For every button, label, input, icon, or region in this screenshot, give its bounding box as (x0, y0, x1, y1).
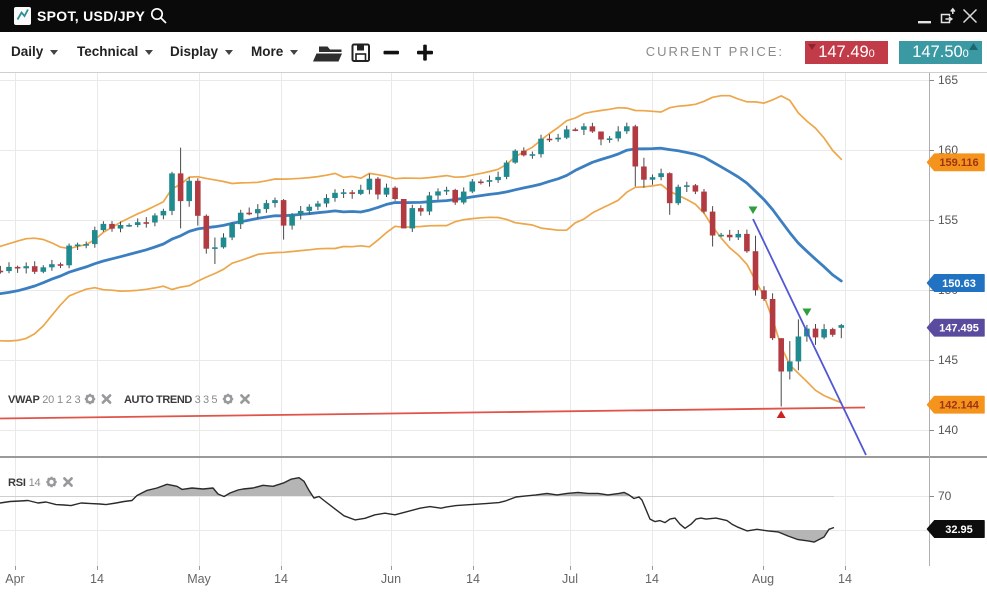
svg-text:140: 140 (938, 423, 958, 437)
svg-text:159.116: 159.116 (939, 157, 978, 169)
svg-text:165: 165 (938, 73, 958, 87)
svg-text:14: 14 (274, 572, 288, 586)
svg-text:14: 14 (645, 572, 659, 586)
svg-text:142.144: 142.144 (939, 400, 980, 412)
svg-text:Jun: Jun (381, 572, 401, 586)
svg-text:VWAP 20 1 2 3: VWAP 20 1 2 3 (8, 394, 81, 406)
svg-text:AUTO TREND 3 3 5: AUTO TREND 3 3 5 (124, 394, 217, 406)
svg-text:May: May (187, 572, 211, 586)
svg-text:Jul: Jul (562, 572, 578, 586)
svg-text:32.95: 32.95 (945, 524, 973, 536)
svg-text:14: 14 (90, 572, 104, 586)
svg-text:147.495: 147.495 (939, 322, 979, 334)
svg-text:150.63: 150.63 (942, 278, 976, 290)
svg-text:Apr: Apr (5, 572, 24, 586)
svg-text:70: 70 (938, 489, 952, 503)
svg-text:RSI 14: RSI 14 (8, 477, 41, 489)
svg-text:14: 14 (466, 572, 480, 586)
svg-text:155: 155 (938, 213, 958, 227)
svg-text:Aug: Aug (752, 572, 774, 586)
svg-text:14: 14 (838, 572, 852, 586)
svg-text:145: 145 (938, 353, 958, 367)
